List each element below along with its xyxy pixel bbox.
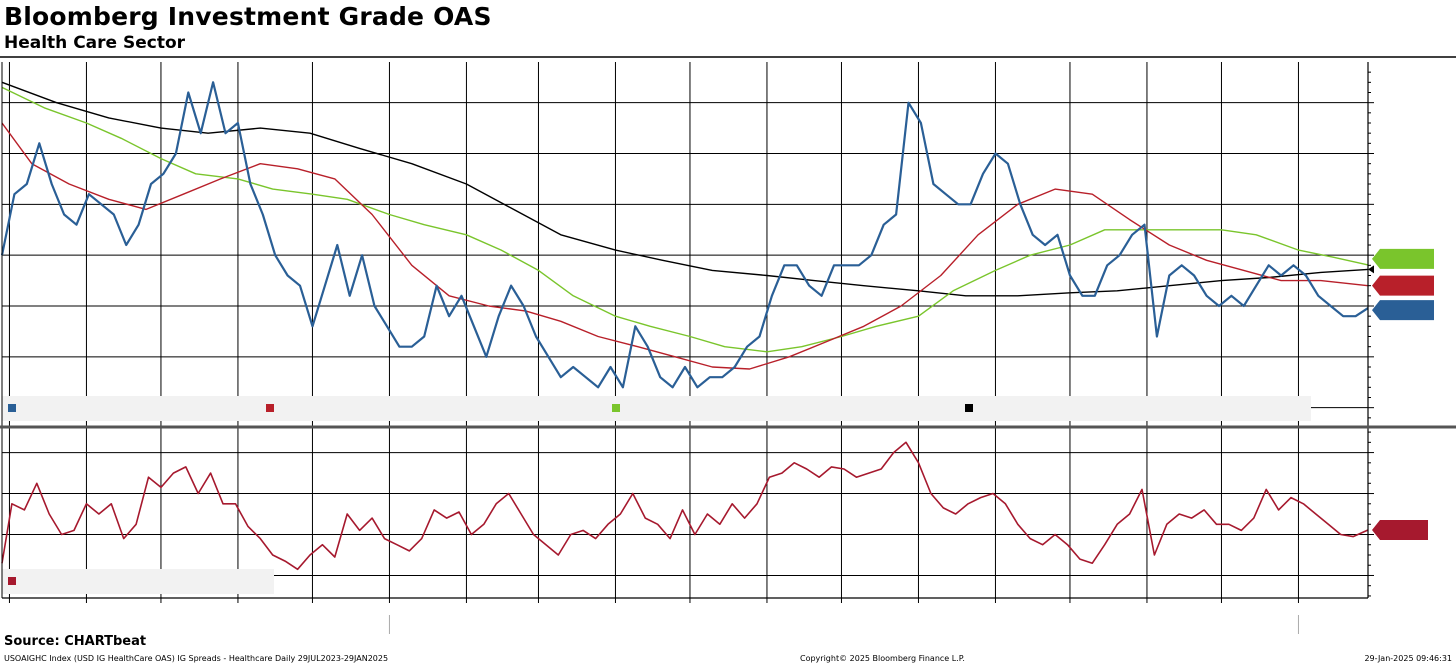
ma200-end-marker [1368,265,1374,274]
upper-panel-series [0,81,1369,389]
chart-title: Bloomberg Investment Grade OAS [4,2,492,31]
lower-panel-legend [2,569,274,594]
series-line-rsi [1,441,1369,571]
source-note: Source: CHARTbeat [4,634,147,649]
legend-swatch [612,404,620,412]
legend-swatch [965,404,973,412]
legend-item [965,404,973,412]
series-line-ma100 [1,86,1369,353]
last-value-tag-rsi [1372,520,1428,540]
tag-background [1372,248,1434,269]
legend-item [8,404,16,412]
last-value-tag-ma50 [1372,275,1434,296]
lower-panel-axis [1368,431,1428,597]
series-line-last_price [0,81,1369,389]
legend-item [8,577,16,585]
upper-panel-axis [1368,71,1434,419]
chart-frame [0,56,1456,599]
legend-item [612,404,620,412]
last-value-tag-ma100 [1372,248,1434,269]
chart-subtitle: Health Care Sector [4,33,186,53]
legend-item [266,404,274,412]
legend-swatch [266,404,274,412]
series-line-ma200 [1,81,1369,297]
last-value-tag-last_price [1372,300,1434,321]
tag-background [1372,520,1428,540]
series-line-ma50 [1,122,1369,370]
tag-background [1372,275,1434,296]
upper-panel-legend [2,396,1311,421]
lower-panel-series [1,441,1369,571]
legend-background [2,569,274,594]
legend-swatch [8,404,16,412]
copyright-note: Copyright© 2025 Bloomberg Finance L.P. [800,654,965,663]
legend-background [2,396,1311,421]
x-axis [8,598,1299,634]
legend-swatch [8,577,16,585]
index-note: USOAIGHC Index (USD IG HealthCare OAS) I… [4,654,389,663]
timestamp-note: 29-Jan-2025 09:46:31 [1364,654,1452,663]
tag-background [1372,300,1434,321]
upper-panel-grid [2,62,1368,428]
